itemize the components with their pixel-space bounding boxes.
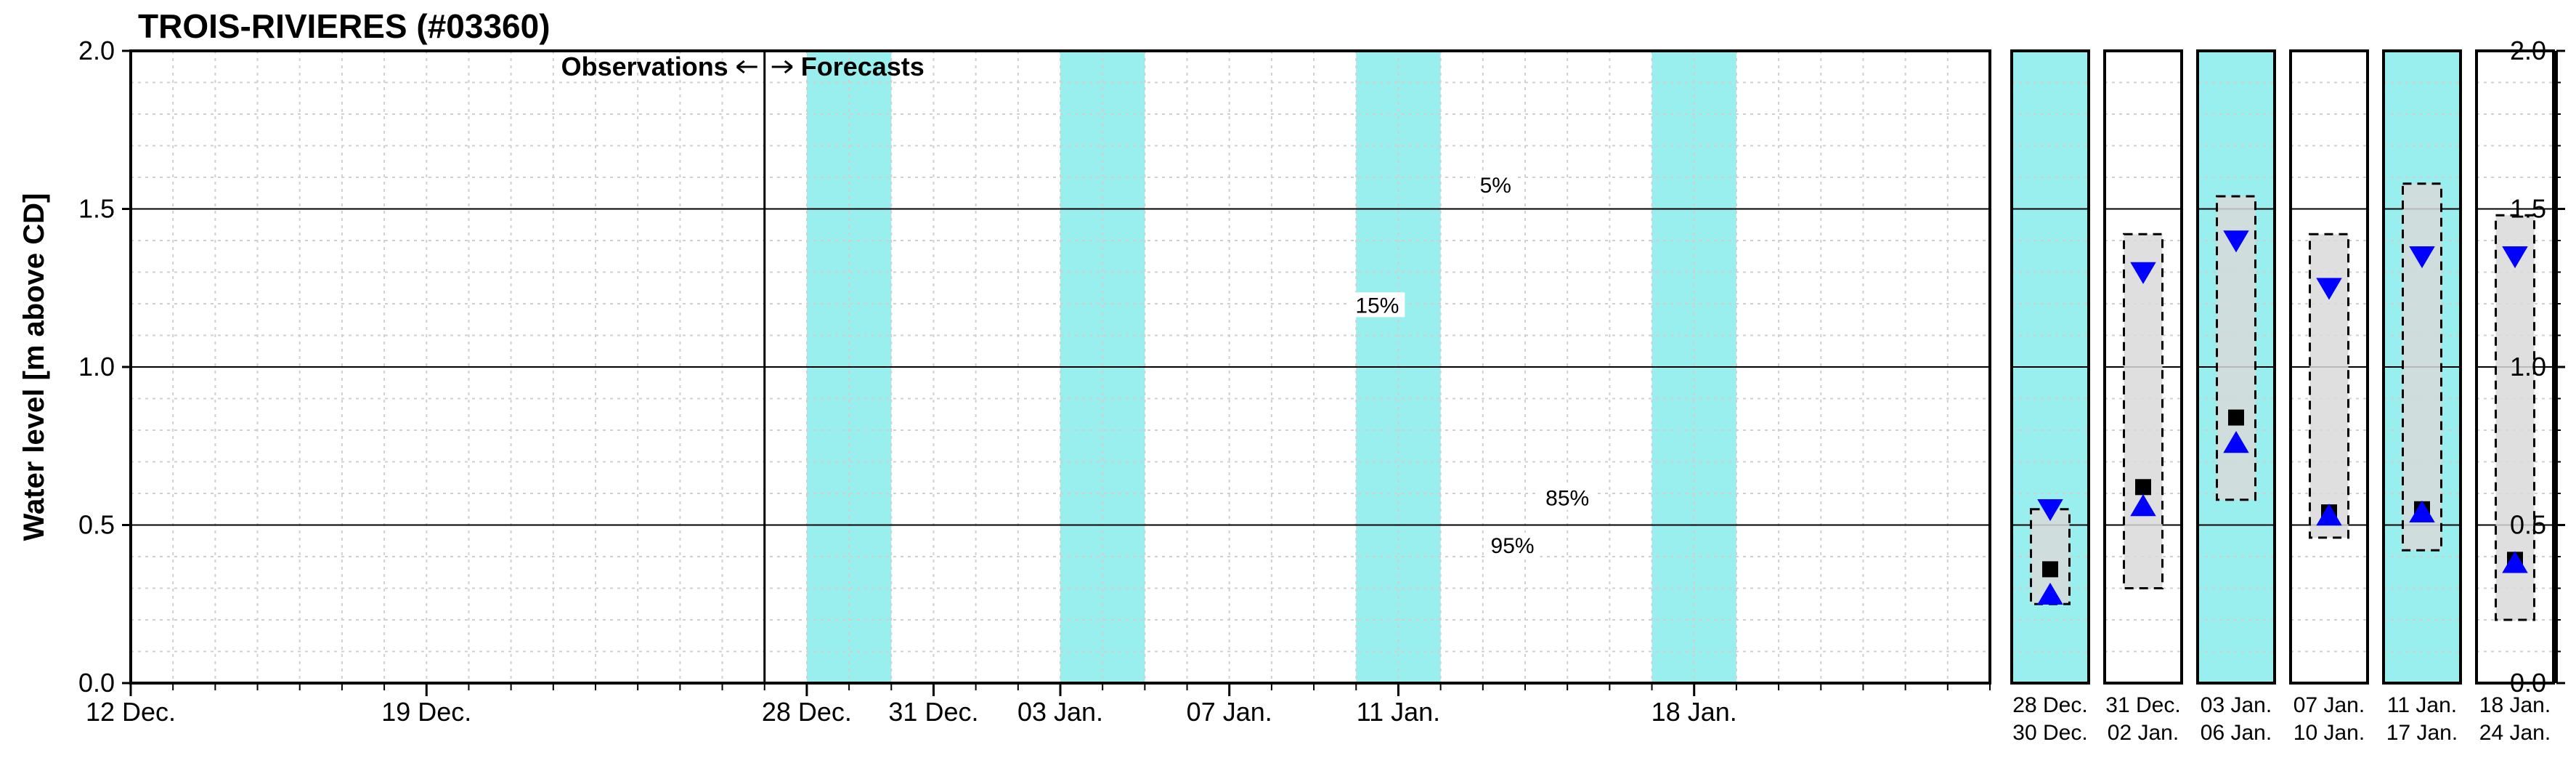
summary-panel: 31 Dec. 02 Jan. <box>2105 51 2182 745</box>
panel-label-bot: 06 Jan. <box>2201 721 2272 745</box>
main-plot: 5% 15% 85% 95% <box>131 51 1990 683</box>
line-label: 5% <box>1480 174 1511 198</box>
panel-label-bot: 10 Jan. <box>2293 721 2365 745</box>
chart-title: TROIS-RIVIERES (#03360) <box>138 7 550 45</box>
panel-median-marker <box>2042 561 2058 577</box>
right-y-tick-label: 1.5 <box>2510 194 2546 224</box>
x-tick-label: 19 Dec. <box>381 697 471 727</box>
y-tick-label: 0.5 <box>78 510 115 540</box>
panel-label-top: 03 Jan. <box>2201 693 2272 717</box>
panel-label-top: 11 Jan. <box>2387 693 2457 717</box>
x-tick-label: 12 Dec. <box>86 697 176 727</box>
summary-panel: 18 Jan.24 Jan. <box>2477 51 2553 745</box>
x-tick-label: 03 Jan. <box>1017 697 1103 727</box>
line-label: 15% <box>1355 294 1399 318</box>
panel-median-marker <box>2135 479 2151 495</box>
x-tick-label: 28 Dec. <box>762 697 852 727</box>
panel-ci-box <box>2124 234 2163 588</box>
x-tick-label: 07 Jan. <box>1187 697 1272 727</box>
summary-panel: 11 Jan. 17 Jan. <box>2384 51 2461 745</box>
x-tick-label: 31 Dec. <box>888 697 978 727</box>
x-tick-label: 11 Jan. <box>1357 697 1440 727</box>
y-axis-label: Water level [m above CD] <box>18 193 50 541</box>
arrow-left-icon <box>737 61 757 73</box>
y-tick-label: 1.0 <box>78 352 115 382</box>
panel-label-bot: 17 Jan. <box>2386 721 2458 745</box>
observations-label: Observations <box>561 52 728 81</box>
y-tick-label: 2.0 <box>78 36 115 65</box>
right-y-tick-label: 0.0 <box>2510 668 2546 698</box>
right-y-tick-label: 1.0 <box>2510 352 2546 382</box>
panel-label-bot: 30 Dec. <box>2012 721 2087 745</box>
panel-ci-box <box>2403 184 2442 551</box>
right-y-tick-label: 0.5 <box>2510 510 2546 540</box>
panel-label-bot: 02 Jan. <box>2108 721 2179 745</box>
panel-label-top: 28 Dec. <box>2012 693 2087 717</box>
panel-median-marker <box>2228 410 2244 426</box>
summary-panel: 28 Dec. 30 Dec. <box>2012 51 2089 745</box>
forecasts-label: Forecasts <box>801 52 925 81</box>
arrow-right-icon <box>772 61 792 73</box>
x-tick-label: 18 Jan. <box>1651 697 1737 727</box>
chart-stage: TROIS-RIVIERES (#03360) Water level [m ab… <box>0 0 2576 771</box>
y-tick-label: 1.5 <box>78 194 115 224</box>
summary-panel: 07 Jan. 10 Jan. <box>2291 51 2368 745</box>
chart-svg: TROIS-RIVIERES (#03360) Water level [m ab… <box>0 0 2576 771</box>
panel-label-top: 07 Jan. <box>2293 693 2365 717</box>
summary-panel: 03 Jan. 06 Jan. <box>2198 51 2275 745</box>
panel-label-bot: 24 Jan. <box>2479 721 2551 745</box>
panel-label-top: 31 Dec. <box>2105 693 2180 717</box>
line-label: 85% <box>1545 487 1589 511</box>
line-label: 95% <box>1491 534 1535 558</box>
y-tick-label: 0.0 <box>78 668 115 698</box>
right-y-tick-label: 2.0 <box>2510 36 2546 65</box>
